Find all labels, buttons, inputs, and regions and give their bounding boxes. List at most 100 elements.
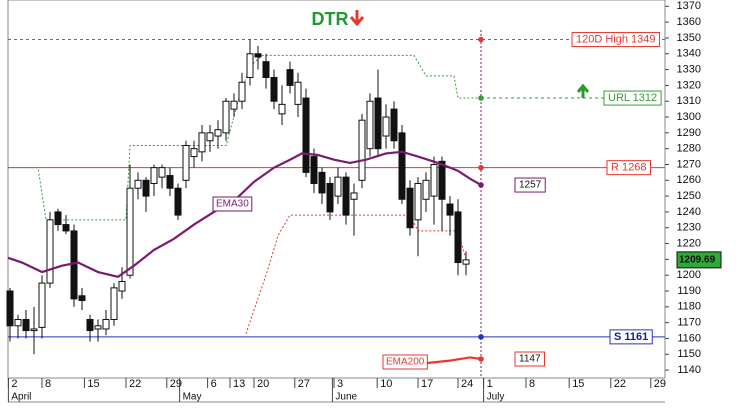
candle-body bbox=[190, 148, 198, 158]
cursor-dot bbox=[478, 356, 484, 362]
y-tick-label: 1350 bbox=[677, 32, 701, 44]
month-label: June bbox=[335, 392, 357, 403]
y-tick-label: 1190 bbox=[677, 285, 701, 297]
candle-body bbox=[286, 69, 294, 86]
ema-label-box bbox=[382, 354, 428, 370]
cursor-dot bbox=[478, 95, 484, 101]
candle-body bbox=[406, 187, 414, 229]
y-tick-label: 1360 bbox=[677, 16, 701, 28]
x-tick-label: 10 bbox=[380, 378, 392, 390]
y-tick-label: 1140 bbox=[677, 364, 701, 376]
candle-body bbox=[46, 219, 54, 284]
month-label: April bbox=[11, 392, 31, 403]
candle-body bbox=[118, 281, 126, 292]
candle-body bbox=[350, 192, 358, 200]
candle-body bbox=[230, 100, 238, 110]
candle-body bbox=[446, 203, 454, 216]
x-tick-label: 2 bbox=[11, 378, 17, 390]
y-tick-label: 1260 bbox=[677, 174, 701, 186]
x-tick-label: 6 bbox=[211, 378, 217, 390]
candle-body bbox=[174, 187, 182, 216]
candle-body bbox=[302, 97, 310, 173]
last-price-box bbox=[676, 251, 722, 269]
y-tick-label: 1150 bbox=[677, 348, 701, 360]
x-tick-label: 1 bbox=[487, 378, 493, 390]
x-tick-label: 3 bbox=[337, 378, 343, 390]
up-arrow bbox=[576, 83, 590, 98]
candle-body bbox=[270, 76, 278, 102]
x-tick-label: 13 bbox=[233, 378, 245, 390]
candle-body bbox=[214, 129, 222, 137]
candle-body bbox=[22, 318, 30, 332]
candle-body bbox=[238, 81, 246, 102]
x-tick-label: 29 bbox=[170, 378, 182, 390]
y-tick-label: 1330 bbox=[677, 63, 701, 75]
candle-body bbox=[6, 290, 14, 327]
candle-body bbox=[110, 287, 118, 320]
candle-body bbox=[462, 259, 470, 265]
y-tick-label: 1280 bbox=[677, 143, 701, 155]
candle-body bbox=[246, 53, 254, 78]
candle-body bbox=[398, 132, 406, 200]
x-tick-label: 8 bbox=[45, 378, 51, 390]
candle-body bbox=[182, 145, 190, 181]
y-tick-label: 1320 bbox=[677, 79, 701, 91]
ema-line bbox=[7, 150, 482, 278]
candle-body bbox=[318, 171, 326, 194]
candle-body bbox=[14, 318, 22, 327]
y-tick-label: 1240 bbox=[677, 206, 701, 218]
ema-label: EMA200 bbox=[386, 357, 425, 368]
x-tick-label: 20 bbox=[257, 378, 269, 390]
candle-body bbox=[158, 167, 166, 178]
candle-body bbox=[78, 295, 86, 302]
level-label-box bbox=[603, 90, 662, 106]
x-tick-label: 15 bbox=[572, 378, 584, 390]
candle-body bbox=[142, 179, 150, 197]
end-value: 1147 bbox=[519, 354, 541, 365]
cursor-dot bbox=[478, 334, 484, 340]
x-tick-label: 22 bbox=[614, 378, 626, 390]
ema-label-box bbox=[212, 196, 253, 212]
candle-body bbox=[54, 211, 62, 226]
candle-body bbox=[262, 61, 270, 78]
cursor-dot bbox=[478, 164, 484, 171]
level-label: R 1268 bbox=[611, 162, 646, 174]
candle-body bbox=[374, 97, 382, 150]
x-tick-label: 22 bbox=[129, 378, 141, 390]
candle-body bbox=[342, 176, 350, 216]
level-label-box bbox=[609, 329, 653, 345]
y-tick-label: 1340 bbox=[677, 48, 701, 60]
y-tick-label: 1200 bbox=[677, 269, 701, 281]
candle-body bbox=[310, 156, 318, 184]
x-tick-label: 17 bbox=[421, 378, 433, 390]
stop-line bbox=[245, 214, 467, 334]
month-label: July bbox=[487, 392, 505, 403]
month-label: May bbox=[183, 392, 202, 403]
level-label-box bbox=[571, 32, 661, 48]
x-tick-label: 29 bbox=[654, 378, 666, 390]
candle-body bbox=[334, 176, 342, 197]
candle-body bbox=[222, 100, 230, 134]
candle-body bbox=[30, 328, 38, 332]
y-tick-label: 1170 bbox=[677, 317, 701, 329]
end-value-box bbox=[514, 351, 546, 367]
end-value: 1257 bbox=[519, 180, 542, 191]
candle-body bbox=[134, 179, 142, 189]
candle-body bbox=[294, 81, 302, 105]
last-price-label: 1209.69 bbox=[679, 255, 716, 266]
y-tick-label: 1300 bbox=[677, 111, 701, 123]
y-tick-label: 1230 bbox=[677, 222, 701, 234]
y-tick-label: 1310 bbox=[677, 95, 701, 107]
candle-body bbox=[366, 100, 374, 150]
y-tick-label: 1250 bbox=[677, 190, 701, 202]
candle-body bbox=[94, 325, 102, 330]
candle-body bbox=[278, 103, 286, 115]
level-label: URL 1312 bbox=[608, 92, 657, 104]
candle-body bbox=[86, 318, 94, 332]
candle-body bbox=[358, 119, 366, 181]
level-label-box bbox=[606, 160, 651, 176]
x-tick-label: 8 bbox=[529, 378, 535, 390]
candle-body bbox=[438, 160, 446, 200]
candle-body bbox=[102, 318, 110, 330]
x-tick-label: 24 bbox=[461, 378, 473, 390]
